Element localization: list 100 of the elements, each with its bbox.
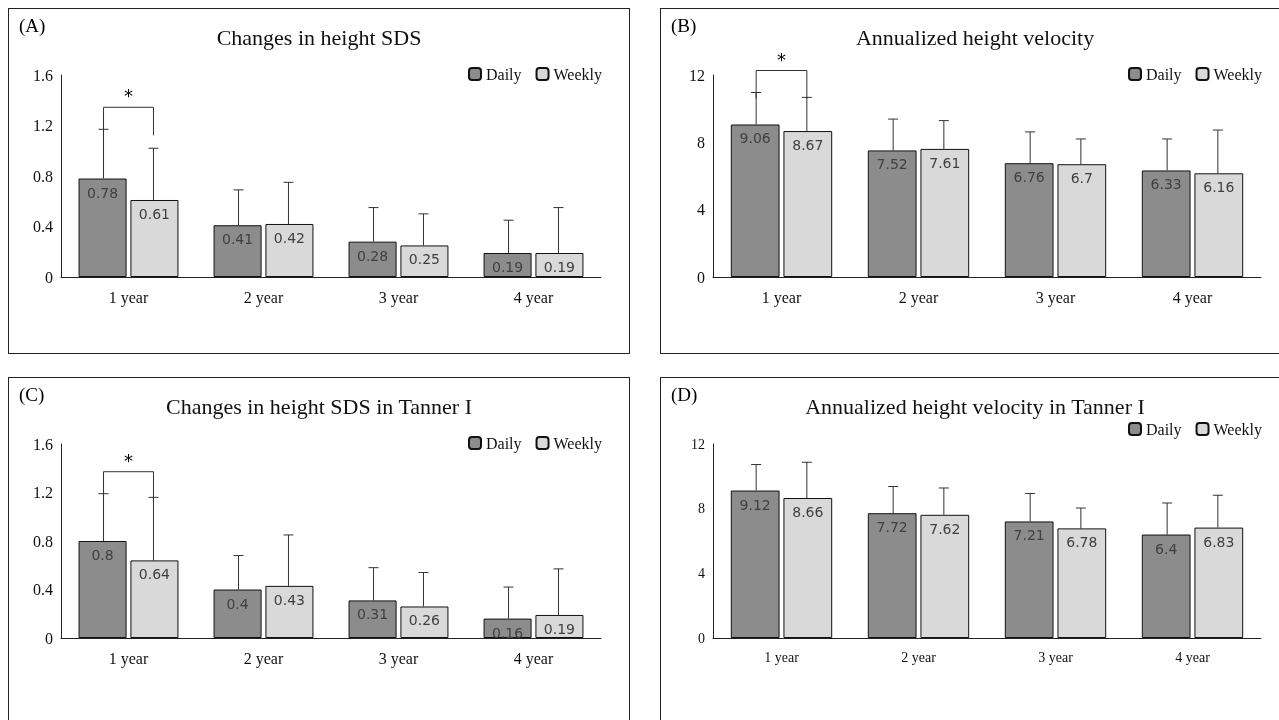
data-label: 0.19: [543, 259, 576, 276]
data-label: 9.06: [739, 130, 771, 147]
data-label: 0.28: [356, 247, 389, 264]
data-label: 0.26: [408, 612, 441, 629]
bar: [1057, 164, 1107, 277]
text: *: [777, 48, 786, 70]
data-label: 0.25: [408, 251, 441, 268]
x-tick-label: 1 year: [108, 649, 149, 668]
data-label: 0.4: [226, 595, 249, 612]
bar: [1194, 173, 1244, 277]
x-tick-label: 1 year: [108, 288, 149, 307]
bar: [1194, 527, 1244, 638]
bar: [783, 131, 833, 277]
x-tick-label: 1 year: [764, 649, 800, 665]
data-label: 0.31: [356, 606, 389, 623]
legend-label: Daily: [485, 434, 522, 453]
bar: [348, 600, 397, 638]
x-tick-label: 1 year: [761, 288, 802, 307]
legend-label: Weekly: [553, 65, 602, 84]
data-label: 8.67: [792, 137, 824, 154]
y-tick-label: 12: [691, 436, 705, 452]
bar: [730, 490, 780, 638]
bar: [265, 223, 314, 277]
y-tick-label: 4: [698, 565, 705, 581]
bar: [265, 585, 314, 638]
x-tick-label: 3 year: [1035, 288, 1076, 307]
y-tick-label: 1.6: [33, 435, 53, 453]
text: (A): [19, 15, 46, 37]
data-label: 6.7: [1070, 170, 1093, 187]
bar: [213, 589, 262, 638]
bar: [130, 199, 179, 277]
x-tick-label: 4 year: [1172, 288, 1213, 307]
data-label: 7.61: [929, 154, 961, 171]
chart-title: Annualized height velocity: [855, 24, 1095, 50]
data-label: 0.19: [491, 259, 524, 276]
text: (B): [671, 15, 697, 37]
y-tick-label: 0: [697, 268, 705, 286]
data-label: 0.8: [91, 547, 114, 563]
data-label: 0.61: [138, 205, 171, 222]
data-label: 0.64: [138, 566, 171, 583]
data-label: 7.72: [876, 519, 908, 536]
bar: [867, 513, 917, 638]
bar: [400, 606, 449, 638]
data-label: 0.16: [491, 624, 524, 641]
y-tick-label: 8: [698, 501, 705, 517]
x-tick-label: 2 year: [243, 288, 284, 307]
bar: [783, 498, 833, 638]
x-tick-label: 4 year: [513, 649, 554, 668]
data-label: 7.21: [1013, 527, 1045, 544]
bar: [78, 178, 127, 277]
chart-title: Annualized height velocity in Tanner I: [805, 393, 1145, 419]
bar: [867, 150, 917, 277]
x-tick-label: 2 year: [898, 288, 939, 307]
y-tick-label: 4: [697, 201, 705, 219]
bar: [1004, 521, 1054, 638]
y-tick-label: 8: [697, 133, 705, 151]
y-tick-label: 0: [45, 268, 53, 286]
data-label: 6.83: [1203, 533, 1235, 550]
chart-title: Changes in height SDS: [216, 24, 422, 50]
chart-title: Changes in height SDS in Tanner I: [165, 393, 473, 419]
text: (D): [671, 384, 698, 406]
data-label: 7.62: [929, 520, 961, 537]
y-tick-label: 0: [45, 629, 53, 647]
data-label: 6.4: [1155, 540, 1178, 557]
y-tick-label: 0.8: [33, 532, 53, 550]
x-tick-label: 2 year: [243, 649, 284, 668]
data-label: 7.52: [876, 156, 908, 173]
bar: [1004, 163, 1054, 277]
annotation: *: [124, 85, 133, 107]
y-tick-label: 12: [689, 66, 705, 84]
legend-label: Daily: [1145, 65, 1182, 84]
y-tick-label: 1.2: [33, 117, 53, 134]
legend-label: Daily: [1145, 420, 1182, 439]
bar: [730, 124, 780, 277]
x-tick-label: 4 year: [513, 288, 554, 307]
bar: [1057, 528, 1107, 638]
x-tick-label: 3 year: [378, 288, 419, 307]
y-tick-label: 1.2: [33, 484, 53, 501]
data-label: 0.78: [86, 184, 119, 201]
data-label: 0.19: [543, 620, 576, 637]
y-tick-label: 0.4: [33, 581, 53, 598]
bar: [130, 560, 179, 638]
bar: [348, 241, 397, 277]
data-label: 9.12: [739, 496, 771, 513]
data-label: 0.43: [273, 591, 306, 608]
y-tick-label: 0: [698, 630, 705, 646]
bar: [78, 541, 127, 638]
bar: [920, 148, 970, 277]
data-label: 8.66: [792, 504, 824, 520]
y-tick-label: 1.6: [33, 66, 53, 84]
data-label: 6.16: [1203, 179, 1235, 196]
legend-label: Daily: [485, 65, 522, 84]
annotation: *: [124, 449, 133, 471]
bar: [1141, 534, 1191, 638]
text: (C): [19, 384, 45, 406]
x-tick-label: 2 year: [901, 649, 937, 665]
legend-label: Weekly: [553, 434, 602, 453]
legend-label: Weekly: [1213, 420, 1262, 439]
legend-label: Weekly: [1213, 65, 1262, 84]
data-label: 6.76: [1013, 169, 1045, 186]
